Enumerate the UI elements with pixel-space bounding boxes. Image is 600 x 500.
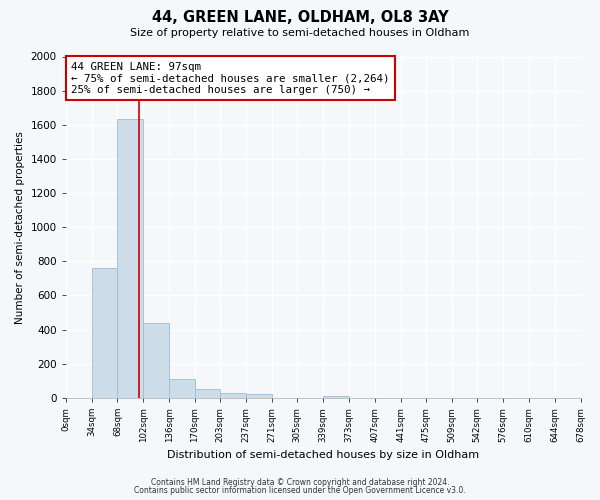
Text: Size of property relative to semi-detached houses in Oldham: Size of property relative to semi-detach… xyxy=(130,28,470,38)
Text: 44, GREEN LANE, OLDHAM, OL8 3AY: 44, GREEN LANE, OLDHAM, OL8 3AY xyxy=(152,10,448,25)
Bar xyxy=(195,389,220,398)
Y-axis label: Number of semi-detached properties: Number of semi-detached properties xyxy=(15,130,25,324)
Text: Contains public sector information licensed under the Open Government Licence v3: Contains public sector information licen… xyxy=(134,486,466,495)
Bar xyxy=(220,393,246,398)
Text: Contains HM Land Registry data © Crown copyright and database right 2024.: Contains HM Land Registry data © Crown c… xyxy=(151,478,449,487)
Bar xyxy=(92,268,118,398)
Bar xyxy=(143,322,169,398)
Bar xyxy=(246,394,272,398)
X-axis label: Distribution of semi-detached houses by size in Oldham: Distribution of semi-detached houses by … xyxy=(167,450,479,460)
Bar xyxy=(169,379,195,398)
Bar xyxy=(118,119,143,398)
Bar xyxy=(323,396,349,398)
Text: 44 GREEN LANE: 97sqm
← 75% of semi-detached houses are smaller (2,264)
25% of se: 44 GREEN LANE: 97sqm ← 75% of semi-detac… xyxy=(71,62,389,95)
